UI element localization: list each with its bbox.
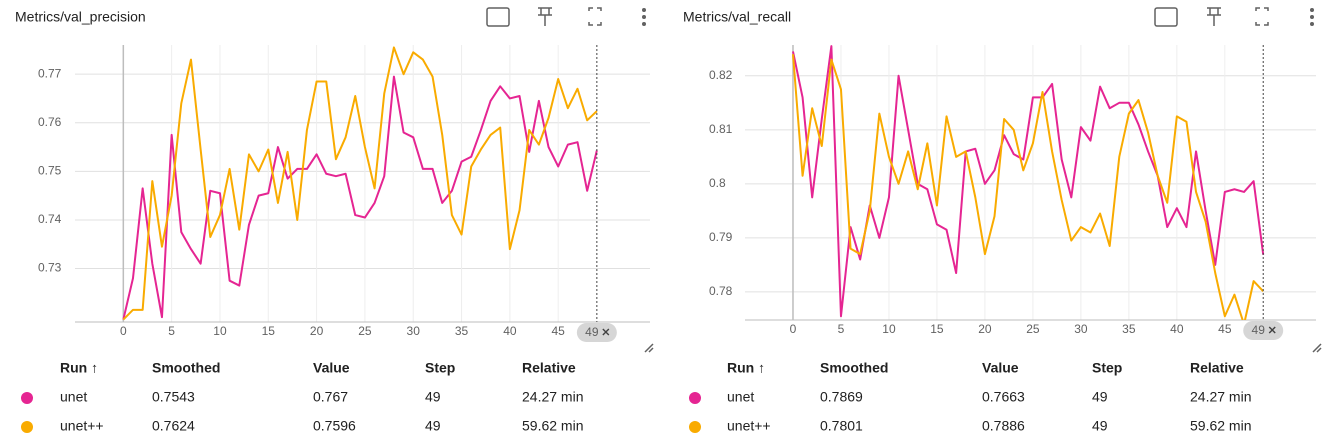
table-cell: 59.62 min: [522, 418, 583, 434]
chart-title: Metrics/val_precision: [15, 9, 146, 25]
y-tick-label: 0.79: [709, 230, 733, 244]
y-tick-label: 0.76: [38, 115, 62, 129]
run-color-dot: [21, 421, 33, 433]
x-tick-label: 20: [978, 322, 992, 336]
y-tick-label: 0.8: [709, 176, 726, 190]
table-cell: 49: [425, 418, 441, 434]
y-tick-label: 0.78: [709, 284, 733, 298]
series-line: [791, 54, 1264, 320]
fit-domain-button[interactable]: [486, 7, 510, 27]
x-tick-label: 10: [882, 322, 896, 336]
series-line: [122, 75, 598, 320]
x-tick-label: 30: [407, 324, 421, 338]
menu-button[interactable]: [1310, 8, 1314, 26]
x-tick-label: 15: [930, 322, 944, 336]
menu-button[interactable]: [642, 8, 646, 26]
series-line: [792, 45, 1265, 318]
run-color-dot: [689, 392, 701, 404]
table-header: Relative: [522, 360, 576, 376]
table-cell: unet++: [727, 418, 771, 434]
table-cell: 0.7624: [152, 418, 195, 434]
table-cell: 0.7596: [313, 418, 356, 434]
x-tick-label: 40: [1170, 322, 1184, 336]
x-tick-label: 45: [552, 324, 566, 338]
y-tick-label: 0.77: [38, 66, 62, 80]
table-header: Relative: [1190, 360, 1244, 376]
x-tick-label: 30: [1074, 322, 1088, 336]
chip-close-icon: [1268, 326, 1276, 334]
fit-domain-button[interactable]: [1154, 7, 1178, 27]
table-cell: 49: [1092, 389, 1108, 405]
table-header: Smoothed: [820, 360, 888, 376]
fullscreen-button[interactable]: [1255, 7, 1269, 26]
x-tick-label: 25: [358, 324, 372, 338]
table-cell: 24.27 min: [1190, 389, 1251, 405]
chip-close-icon: [602, 328, 610, 336]
x-tick-label: 5: [838, 322, 845, 336]
table-cell: 0.7543: [152, 389, 195, 405]
table-cell: 49: [425, 389, 441, 405]
pin-button[interactable]: [538, 7, 552, 26]
x-tick-label: 35: [1122, 322, 1136, 336]
table-cell: 0.7869: [820, 389, 863, 405]
table-header: Value: [313, 360, 350, 376]
y-tick-label: 0.81: [709, 122, 733, 136]
step-chip: [1243, 321, 1284, 340]
table-header: Run ↑: [60, 360, 98, 376]
table-header: Value: [982, 360, 1019, 376]
x-tick-label: 15: [262, 324, 276, 338]
step-chip-label: 49: [1252, 323, 1266, 337]
table-header: Step: [425, 360, 455, 376]
table-cell: unet++: [60, 418, 104, 434]
x-tick-label: 25: [1026, 322, 1040, 336]
x-tick-label: 5: [168, 324, 175, 338]
x-tick-label: 20: [310, 324, 324, 338]
resize-handle[interactable]: [644, 343, 1322, 353]
chart-title: Metrics/val_recall: [683, 9, 791, 25]
pin-button[interactable]: [1207, 7, 1221, 26]
table-cell: 0.7663: [982, 389, 1025, 405]
table-cell: 0.767: [313, 389, 348, 405]
x-tick-label: 10: [213, 324, 227, 338]
x-tick-label: 40: [503, 324, 517, 338]
table-header: Step: [1092, 360, 1122, 376]
x-tick-label: 0: [790, 322, 797, 336]
x-tick-label: 35: [455, 324, 469, 338]
table-cell: 24.27 min: [522, 389, 583, 405]
x-tick-label: 45: [1218, 322, 1232, 336]
table-cell: 0.7801: [820, 418, 863, 434]
table-header: Smoothed: [152, 360, 220, 376]
toolbar: [486, 7, 1322, 353]
y-tick-label: 0.73: [38, 261, 62, 275]
run-color-dot: [21, 392, 33, 404]
y-tick-label: 0.82: [709, 68, 733, 82]
fullscreen-button[interactable]: [588, 7, 602, 26]
table-cell: 59.62 min: [1190, 418, 1251, 434]
x-tick-label: 0: [120, 324, 127, 338]
table-cell: 49: [1092, 418, 1108, 434]
table-cell: 0.7886: [982, 418, 1025, 434]
table-cell: unet: [727, 389, 754, 405]
step-chip-label: 49: [585, 325, 599, 339]
step-chip: [576, 323, 617, 342]
y-tick-label: 0.74: [38, 212, 62, 226]
series-line: [122, 46, 598, 321]
y-tick-label: 0.75: [38, 164, 62, 178]
table-header: Run ↑: [727, 360, 765, 376]
table-cell: unet: [60, 389, 87, 405]
run-color-dot: [689, 421, 701, 433]
